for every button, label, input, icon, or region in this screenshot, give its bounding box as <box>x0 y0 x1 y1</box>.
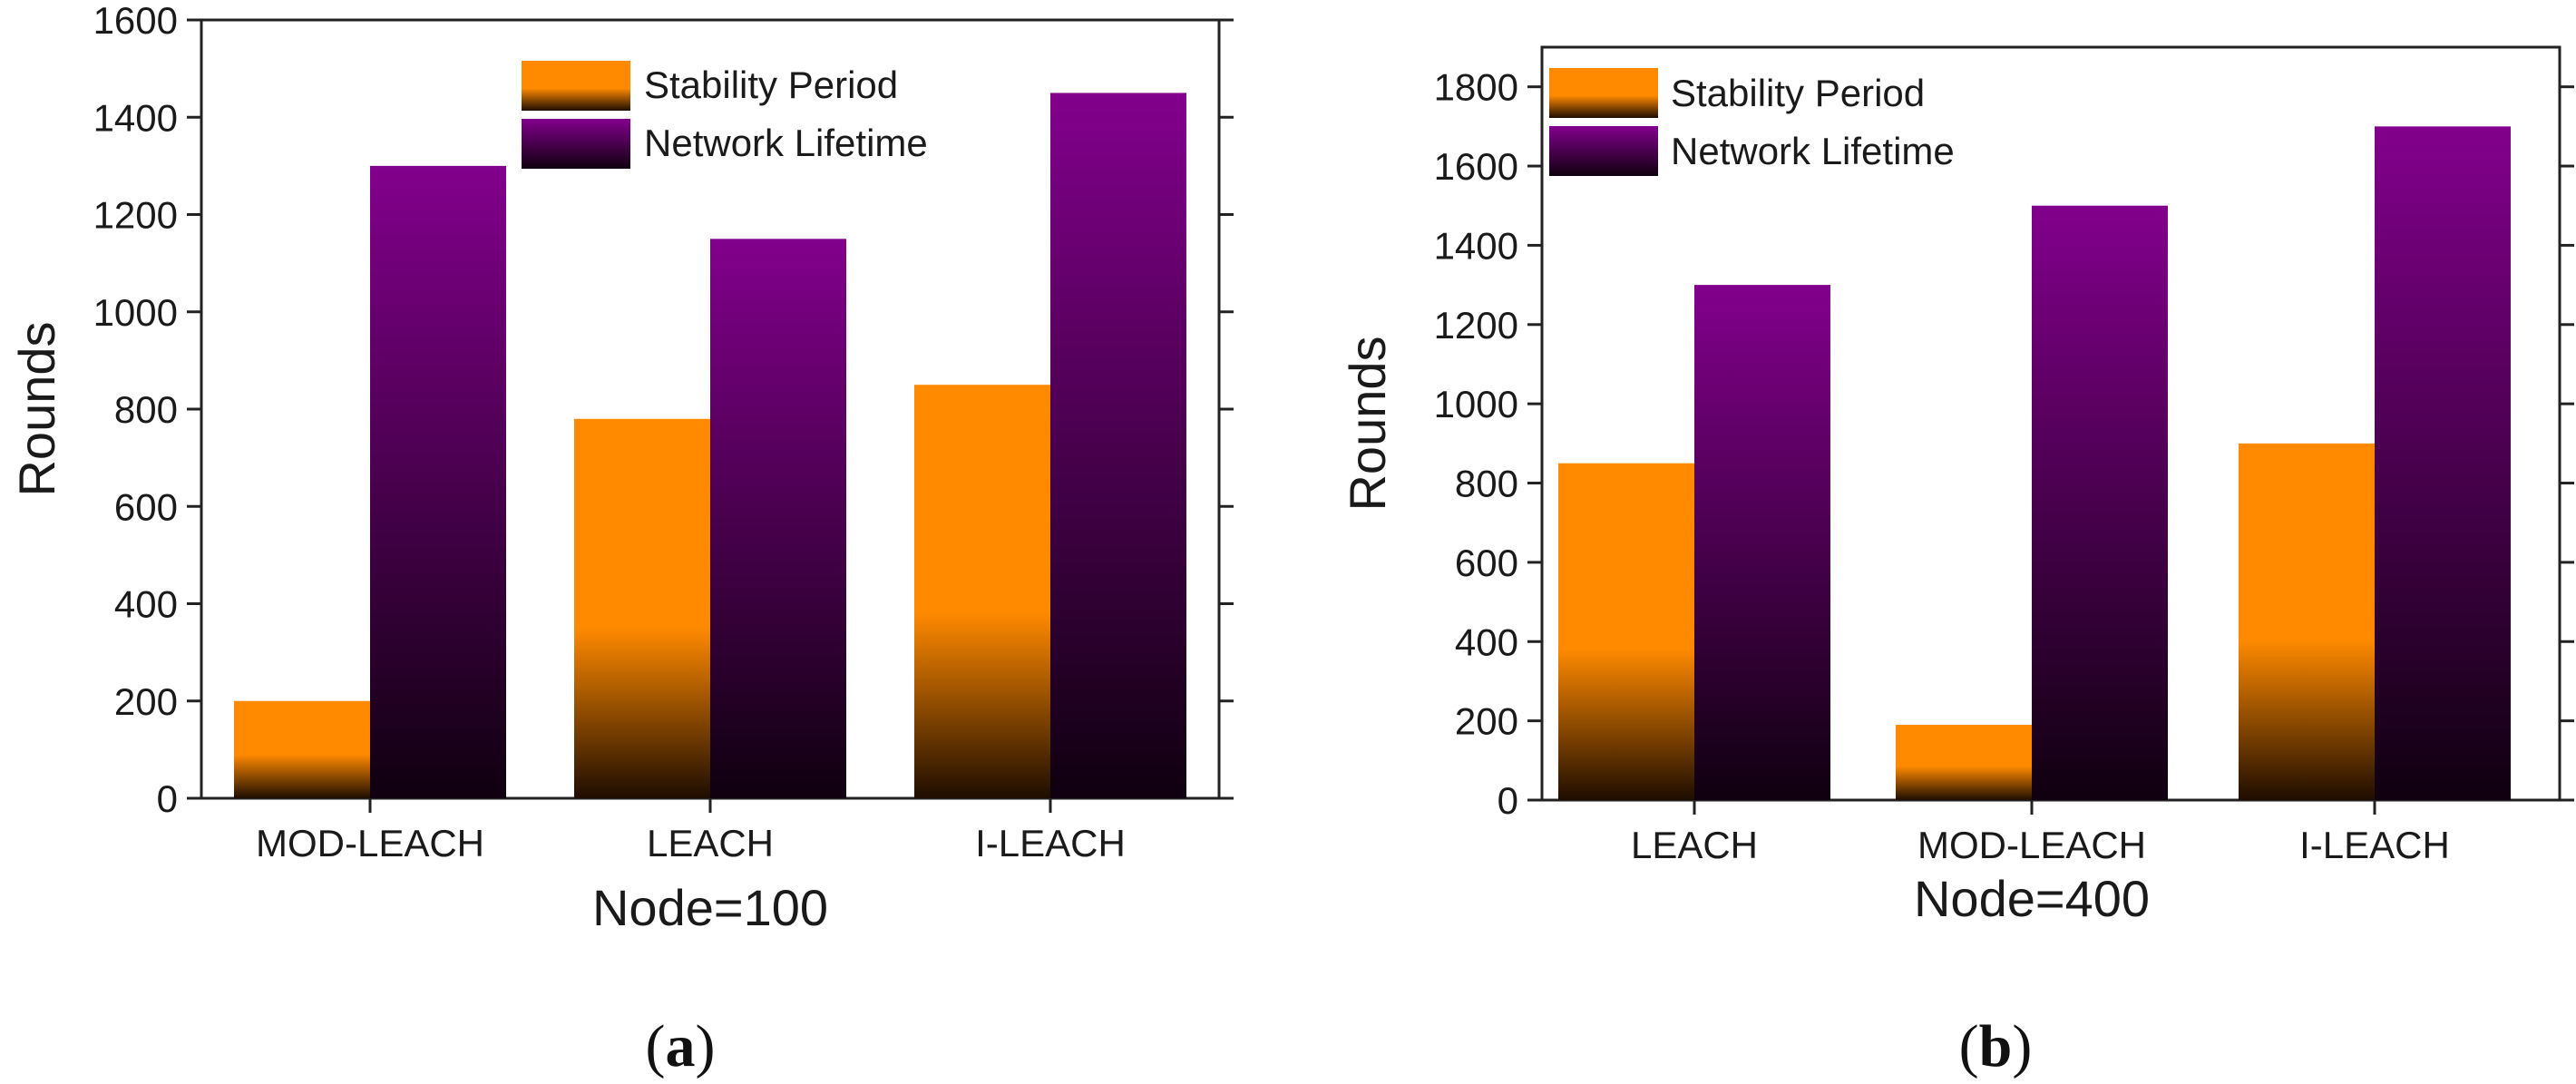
y-tick-label: 1400 <box>93 96 178 139</box>
y-tick-label: 800 <box>1455 463 1518 505</box>
x-tick-label: I-LEACH <box>975 822 1126 864</box>
y-tick-label: 1400 <box>1434 224 1518 267</box>
x-tick-label: I-LEACH <box>2299 824 2450 866</box>
panel-caption: (b) <box>1959 1013 2033 1079</box>
bar-stability-leach <box>1558 463 1694 800</box>
bar-lifetime-leach <box>1694 285 1830 801</box>
x-tick-label: LEACH <box>647 822 774 864</box>
bars <box>1558 126 2511 801</box>
y-axis-label: Rounds <box>8 321 65 496</box>
bar-stability-i-leach <box>2239 443 2375 800</box>
y-tick-label: 200 <box>1455 700 1518 743</box>
legend: Stability Period Network Lifetime <box>1549 68 1955 176</box>
y-tick-label: 0 <box>1498 779 1518 822</box>
legend-label-stability: Stability Period <box>1671 72 1925 114</box>
x-tick-labels: LEACH MOD-LEACH I-LEACH <box>1631 800 2450 866</box>
x-tick-label: LEACH <box>1631 824 1758 866</box>
bar-lifetime-mod-leach <box>2032 205 2168 801</box>
legend-swatch-stability <box>522 61 630 111</box>
bar-lifetime-i-leach <box>2375 126 2511 801</box>
bar-lifetime-i-leach <box>1050 93 1186 798</box>
y-tick-label: 1600 <box>93 0 178 42</box>
x-tick-label: MOD-LEACH <box>1917 824 2146 866</box>
legend-swatch-lifetime <box>522 119 630 169</box>
y-tick-label: 1600 <box>1434 145 1518 188</box>
chart-panel-b: 0 200 400 600 800 1000 1200 1400 1600 1800 LEACH M… <box>1339 45 2574 1079</box>
legend-label-lifetime: Network Lifetime <box>644 122 928 164</box>
y-tick-label: 1200 <box>93 194 178 237</box>
y-tick-label: 600 <box>1455 542 1518 584</box>
y-axis-label: Rounds <box>1339 336 1396 511</box>
y-tick-label: 600 <box>114 485 178 528</box>
panel-caption: (a) <box>646 1013 716 1079</box>
legend-label-stability: Stability Period <box>644 63 898 106</box>
caption-letter: b <box>1979 1013 2013 1079</box>
y-ticks: 0 200 400 600 800 1000 1200 1400 1600 1800 <box>1434 66 2574 822</box>
y-tick-label: 200 <box>114 680 178 723</box>
legend-swatch-lifetime <box>1549 126 1658 176</box>
y-tick-label: 1000 <box>93 291 178 334</box>
bar-stability-i-leach <box>914 385 1050 798</box>
legend: Stability Period Network Lifetime <box>522 61 928 169</box>
legend-label-lifetime: Network Lifetime <box>1671 130 1955 172</box>
y-tick-label: 800 <box>114 388 178 431</box>
y-tick-label: 400 <box>1455 620 1518 663</box>
y-tick-label: 1800 <box>1434 66 1518 109</box>
bar-stability-mod-leach <box>1896 725 2032 800</box>
bar-lifetime-mod-leach <box>370 165 506 798</box>
chart-panel-a: 0 200 400 600 800 1000 1200 1400 1600 MOD-LEACH L… <box>8 0 1234 1079</box>
bar-stability-mod-leach <box>234 700 370 798</box>
x-tick-labels: MOD-LEACH LEACH I-LEACH <box>256 798 1126 864</box>
bar-lifetime-leach <box>710 239 846 798</box>
x-tick-label: MOD-LEACH <box>256 822 484 864</box>
y-tick-label: 1200 <box>1434 304 1518 347</box>
legend-swatch-stability <box>1549 68 1658 118</box>
y-tick-label: 400 <box>114 583 178 626</box>
bars <box>234 93 1186 798</box>
x-axis-label: Node=100 <box>592 879 828 936</box>
y-ticks: 0 200 400 600 800 1000 1200 1400 1600 <box>93 0 1234 820</box>
x-axis-label: Node=400 <box>1914 870 2150 927</box>
y-tick-label: 1000 <box>1434 383 1518 425</box>
caption-letter: a <box>666 1013 696 1079</box>
bar-stability-leach <box>574 418 710 798</box>
y-tick-label: 0 <box>157 777 178 820</box>
